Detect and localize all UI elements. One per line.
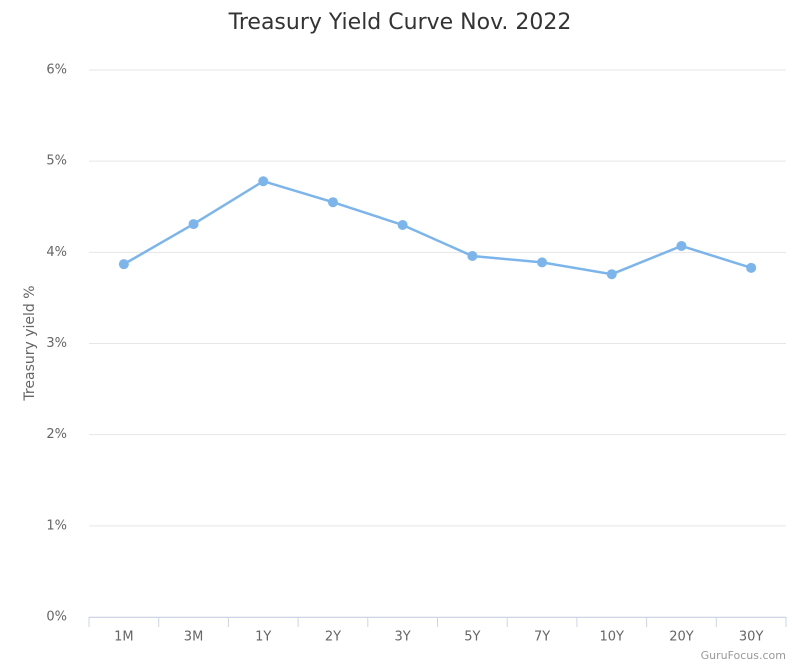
x-tick-label: 30Y xyxy=(739,630,764,645)
y-tick-label: 4% xyxy=(46,245,67,260)
point xyxy=(467,250,478,261)
x-tick-label: 20Y xyxy=(669,630,694,645)
y-tick-label: 3% xyxy=(46,336,67,351)
credit: GuruFocus.com xyxy=(701,649,786,662)
y-tick-label: 0% xyxy=(46,610,67,625)
line xyxy=(123,179,752,276)
x-tick-label: 2Y xyxy=(325,630,341,645)
point xyxy=(188,219,199,230)
y-axis-title: Treasury yield % xyxy=(22,285,38,401)
x-tick-label: 5Y xyxy=(464,630,480,645)
x-tick-label: 7Y xyxy=(534,630,550,645)
point xyxy=(537,257,548,268)
point xyxy=(258,176,269,187)
point xyxy=(676,240,687,251)
y-tick-label: 2% xyxy=(46,427,67,442)
y-tick-label: 1% xyxy=(46,518,67,533)
chart-title: Treasury Yield Curve Nov. 2022 xyxy=(228,10,572,35)
y-tick-label: 5% xyxy=(46,154,67,169)
x-tick-label: 3Y xyxy=(395,630,411,645)
point xyxy=(746,262,757,273)
point xyxy=(327,197,338,208)
x-tick-label: 3M xyxy=(184,630,204,645)
point xyxy=(118,259,129,270)
point xyxy=(606,269,617,280)
x-tick-label: 1M xyxy=(114,630,134,645)
point xyxy=(397,219,408,230)
x-tick-label: 1Y xyxy=(255,630,271,645)
y-tick-label: 6% xyxy=(46,63,67,78)
x-tick-label: 10Y xyxy=(600,630,625,645)
